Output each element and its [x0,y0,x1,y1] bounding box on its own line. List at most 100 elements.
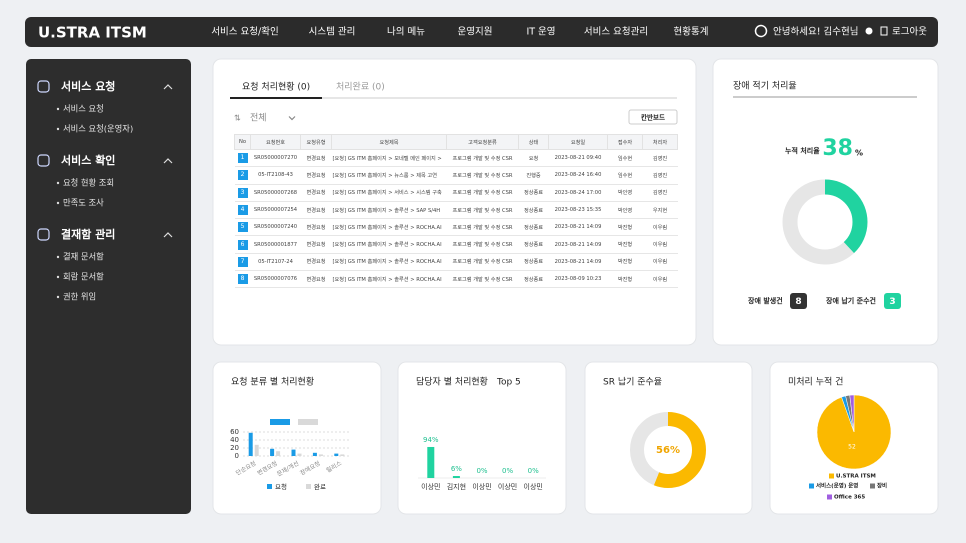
row-number: 7 [237,256,248,267]
bar [254,444,259,456]
data-label: 6% [451,465,462,473]
table-row[interactable]: 1 SR05000007270 변경요청 [요청] GS ITM 홈페이지 > 모네텔… [234,149,678,168]
sidebar-item[interactable]: 요청 현황 조회 [63,178,114,188]
header-cell: 요청유형 [300,134,332,150]
table-cell: 2023-08-21 14:09 [548,218,608,237]
table-cell: [요청] GS ITM 홈페이지 > 서비스 > 시스템 구축 [331,184,447,202]
sidebar-item[interactable]: 서비스 요청(운영자) [63,124,133,134]
row-number-cell: 8 [234,270,251,289]
row-number: 5 [237,222,248,233]
bar [297,453,302,456]
table-cell: 임수현 [607,166,643,185]
table-cell: 박인영 [607,201,643,220]
data-label: 0% [502,467,513,475]
sidebar-section-title[interactable]: 서비스 확인 [61,153,115,167]
table-cell: 박진형 [607,218,643,237]
bullet [56,295,60,299]
tab[interactable]: 요청 처리현황 (0) [242,81,310,93]
table-cell: 변경요청 [300,218,332,237]
table-cell: 2023-08-21 14:09 [548,235,608,254]
chart-card [212,361,382,515]
table-cell: 요청 [518,149,549,168]
row-number: 6 [237,239,248,250]
table-cell: 정상종료 [518,218,549,237]
sidebar-item[interactable]: 만족도 조사 [63,198,104,208]
table-row[interactable]: 6 SR05000001877 변경요청 [요청] GS ITM 홈페이지 > 솔루션… [234,235,678,254]
legend-swatch [827,494,832,500]
table-cell: 변경요청 [300,270,332,289]
chart-title: SR 납기 준수율 [603,377,662,388]
chart-title: 미처리 누적 건 [788,376,843,388]
table-body: 1 SR05000007270 변경요청 [요청] GS ITM 홈페이지 > 모네텔… [234,149,678,289]
x-tick-label: 이상민 [524,482,543,491]
sidebar-item[interactable]: 회람 문서함 [63,272,104,282]
x-tick-label: 김지현 [447,482,466,491]
table-cell: 프로그램 개발 및 수정 CSR [446,270,519,289]
nav-menu-item[interactable]: 시스템 관리 [309,26,356,38]
legend-swatch [267,484,272,489]
table-row[interactable]: 5 SR05000007240 변경요청 [요청] GS ITM 홈페이지 > 솔루션… [234,218,678,237]
table-cell: 변경요청 [300,149,332,168]
table-cell: SR05000001877 [250,235,301,254]
chevron-icon [163,84,173,90]
sort-icon: ⇅ [234,114,241,123]
table-cell: 2023-08-21 14:09 [548,253,608,272]
table-cell: 2023-08-09 10:23 [548,270,608,289]
bullet [56,127,60,131]
table-cell: 임수현 [607,149,643,168]
x-tick-label: 이상민 [421,482,440,491]
bullet [56,201,60,205]
nav-menu-item[interactable]: 서비스 요청/확인 [211,26,278,38]
bar [312,452,317,456]
rate-value: 38 [822,136,853,161]
table-cell: SR05000007240 [250,218,301,237]
failure-card [712,58,939,346]
table-cell: 프로그램 개발 및 수정 CSR [446,149,519,168]
sidebar-item[interactable]: 결재 문서함 [63,252,104,262]
x-tick-label: 이상민 [472,482,491,491]
table-cell: 김영진 [642,184,678,202]
sidebar-section-title[interactable]: 결재함 관리 [61,227,115,241]
table-row[interactable]: 2 05-IT2108-43 변경요청 [요청] GS ITM 홈페이지 > 뉴스룸 … [234,166,678,185]
bar [270,448,275,456]
sidebar-section-title[interactable]: 서비스 요청 [61,79,115,93]
row-number-cell: 5 [234,218,251,237]
nav-menu-item[interactable]: 현황통계 [674,26,709,38]
bullet [56,275,60,279]
table-cell: 박진형 [607,253,643,272]
sidebar-item[interactable]: 서비스 요청 [63,104,104,114]
kanban-button[interactable] [628,109,678,125]
data-label: 52 [848,444,856,451]
table-cell: [요청] GS ITM 홈페이지 > 솔루션 > ROCHA.AI [331,218,447,237]
table-row[interactable]: 3 SR05000007268 변경요청 [요청] GS ITM 홈페이지 > 서비스… [234,184,678,202]
nav-menu-item[interactable]: 서비스 요청관리 [584,27,648,38]
user-icon [754,24,768,38]
y-tick-label: 0 [235,452,239,460]
table-row[interactable]: 4 SR05000007254 변경요청 [요청] GS ITM 홈페이지 > 솔루션… [234,201,678,220]
tab[interactable]: 처리완료 (0) [336,81,385,93]
table-row[interactable]: 7 05-IT2107-24 변경요청 [요청] GS ITM 홈페이지 > 솔루션 … [234,253,678,272]
row-number-cell: 3 [234,184,251,202]
nav-menu-item[interactable]: 나의 메뉴 [387,27,425,38]
sidebar-item[interactable]: 권한 위임 [63,292,96,302]
filter-select[interactable]: 전체 [250,113,267,124]
table-cell: 2023-08-23 15:35 [548,201,608,220]
logout-icon [880,26,888,36]
stat-label: 장애 납기 준수건 [826,296,876,305]
nav-menu-item[interactable]: 운영지원 [458,27,493,38]
legend-label: 요청 [275,483,287,491]
request-table-wrap: No 요청번호 요청유형 요청제목 고객요청분류 상태 요청일 접수자 처리자 1 SR050000… [234,134,678,289]
nav-menu-item[interactable]: IT 운영 [526,27,555,38]
table-cell: SR05000007076 [250,270,301,289]
table-row[interactable]: 8 SR05000007076 변경요청 [요청] GS ITM 홈페이지 > 솔루션… [234,270,678,289]
table-cell: 프로그램 개발 및 수정 CSR [446,184,519,202]
stat-label: 장애 발생건 [748,296,783,305]
table-cell: 진행중 [518,166,549,185]
row-number: 8 [237,274,248,285]
bullet [56,107,60,111]
legend-swatch [809,483,814,489]
logout[interactable]: 로그아웃 [892,27,927,38]
kanban-button-label[interactable]: 칸반보드 [641,113,665,122]
data-label: 94% [423,436,439,444]
